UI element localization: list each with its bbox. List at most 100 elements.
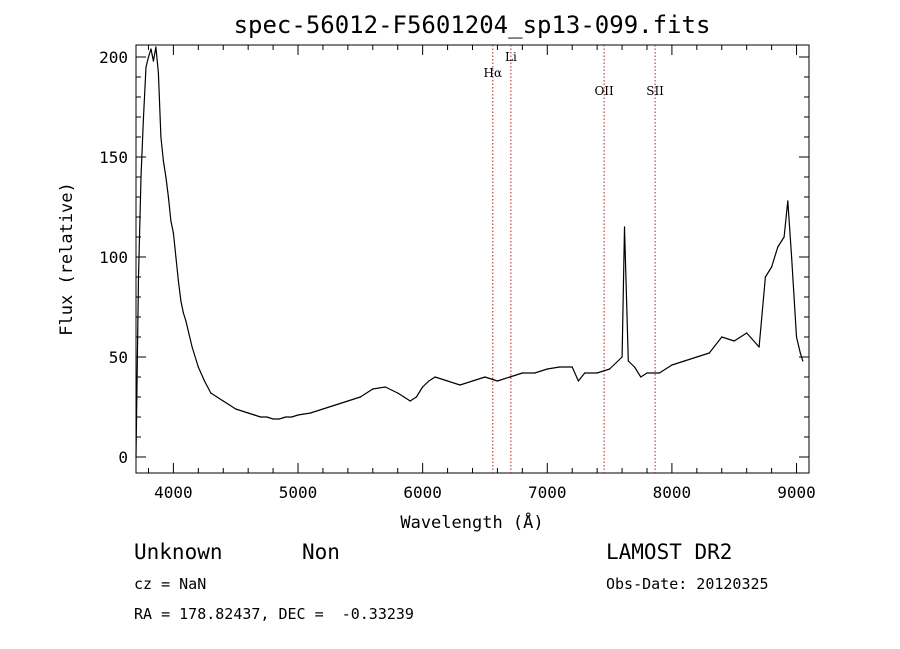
spectrum-point [403,396,405,398]
spectrum-point [167,196,170,198]
spectrum-point [496,380,499,382]
spectrum-point [409,400,411,402]
spectrum-point [696,356,698,358]
spectrum-point [284,416,287,418]
spectrum-point [471,380,474,382]
spectrum-point [633,366,636,368]
spectrum-point [150,48,152,50]
spectrum-point [297,414,299,416]
y-axis-ticks: 0 50 100 150 200 [99,48,809,467]
spectrum-point [683,360,685,362]
survey-label: LAMOST DR2 [606,540,732,564]
spectrum-point [135,456,137,458]
spectrum-point [721,336,723,338]
spectrum-point [733,340,735,342]
spectrum-point [140,176,142,178]
spectrum-point [621,356,623,358]
spectrum-point [155,46,157,48]
spectrum-point [228,404,231,406]
spectrum-point [175,256,177,258]
spectrum-point [658,372,661,374]
y-axis-label: Flux (relative) [57,182,77,336]
spectrum-point [509,376,511,378]
x-tick-label: 4000 [154,483,193,502]
spectrum-point [372,388,374,390]
spectrum-point [559,366,561,368]
spectrum-point [571,366,573,368]
x-tick-label: 6000 [403,483,442,502]
spectrum-point [608,368,611,370]
series-layer [135,46,804,458]
spectrum-point [428,380,430,382]
emission-line-label: Li [505,50,517,64]
spectrum-point [170,220,172,222]
x-axis-label: Wavelength (Å) [400,511,543,533]
spectrum-point [795,336,798,338]
spectrum-point [152,60,155,62]
spectrum-point [758,346,760,348]
spectrum-point [459,384,461,386]
spectrum-point [216,396,218,398]
spectrum-point [322,408,324,410]
spectrum-point [787,200,789,202]
spectrum-point [771,266,773,268]
spectrum-point [577,380,580,382]
spectrum-point [777,246,779,248]
emission-line-label: Hα [484,66,503,80]
spectrum-point [309,412,312,414]
spectrum-point [746,332,748,334]
plot-area: 4000 5000 6000 7000 8000 9000 0 50 100 150 200 Hα… [99,44,816,502]
obs-date-text: Obs-Date: 20120325 [606,575,769,593]
spectrum-point [640,376,642,378]
spectrum-point [799,352,801,354]
spectrum-line [135,46,804,458]
spectrum-point [185,320,187,322]
spectrum-point [627,360,629,362]
spectrum-point [260,416,262,418]
spectrum-point [415,396,418,398]
chart-title: spec-56012-F5601204_sp13-099.fits [234,11,711,39]
spectrum-point [157,72,160,74]
spectrum-point [671,364,673,366]
spectrum-point [210,392,212,394]
spectrum-point [182,312,184,314]
spectrum-point [177,280,179,282]
spectrum-point [180,300,182,302]
spectrum-point [334,404,337,406]
subclass-label: Non [302,540,340,564]
spectrum-point [802,360,804,362]
spectrum-point [235,408,237,410]
spectrum-point [197,366,199,368]
spectrum-point [266,416,268,418]
spectrum-point [272,418,274,420]
spectrum-point [546,368,548,370]
spectrum-point [165,176,167,178]
spectrum-point [623,226,626,228]
spectrum-point [596,372,598,374]
x-tick-label: 8000 [653,483,692,502]
spectrum-point [422,386,424,388]
x-axis-ticks: 4000 5000 6000 7000 8000 9000 [147,45,816,502]
spectrum-point [172,232,174,234]
spectrum-point [222,400,224,402]
radec-text: RA = 178.82437, DEC = -0.33239 [134,605,414,623]
spectrum-point [764,276,766,278]
x-tick-label: 9000 [777,483,816,502]
y-tick-label: 150 [99,148,128,167]
x-tick-label: 7000 [528,483,567,502]
spectrum-point [162,160,165,162]
spectrum-point [147,56,150,58]
spectrum-point [347,400,349,402]
spectrum-point [247,412,249,414]
spectrum-point [434,376,436,378]
spectrum-point [484,376,486,378]
spectrum-point [446,380,449,382]
spectrum-point [783,236,785,238]
cz-text: cz = NaN [134,575,206,593]
emission-line-label: OII [594,84,614,98]
spectrum-point [384,386,386,388]
y-tick-label: 50 [109,348,128,367]
spectrum-point [203,380,206,382]
spectrum-point [137,276,140,278]
